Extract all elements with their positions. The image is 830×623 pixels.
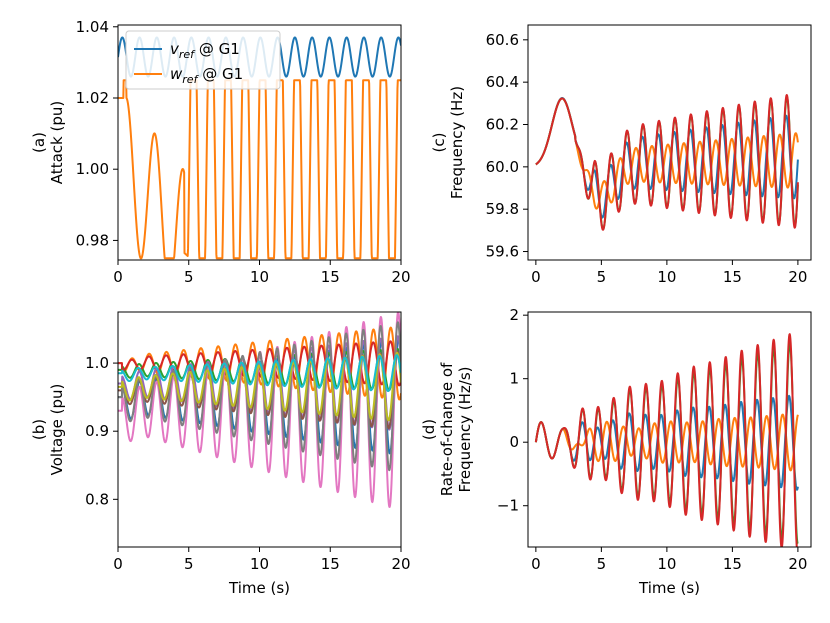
y-axis-label-line-b: Voltage (pu) [48,384,66,476]
x-tick-label-b: 5 [184,555,194,573]
axes-frame-d [527,311,812,548]
axes-frame-c [527,24,812,261]
x-tick-label-a: 10 [250,268,269,286]
legend-entry: wref @ G1 [170,65,243,86]
x-tick-label-b: 20 [391,555,410,573]
series-line-b-8 [118,321,401,472]
y-axis-label-line-d: Rate-of-change of [438,362,456,496]
y-tick-label-c: 60.2 [486,116,519,134]
y-axis-label-d: (d) Rate-of-change of Frequency (Hz/s) [420,362,474,496]
series-line-d-4 [534,333,798,547]
series-line-c-4 [535,94,799,231]
y-axis-label-line-d: (d) [420,419,438,440]
x-tick-label-a: 15 [321,268,340,286]
y-tick-label-c: 59.8 [486,200,519,218]
series-group-b [118,312,401,508]
x-axis-label-d: Time (s) [638,579,700,597]
series-line-b-10 [118,354,401,393]
y-tick-label-d: 1 [509,370,519,388]
series-group-d [534,333,799,547]
panel-a: 0 5 10 15 20 0.98 1.00 1.02 1.04 (a) Attack (pu) vr… [30,18,411,286]
y-axis-label-line-d: Frequency (Hz/s) [456,367,474,493]
panel-c: 0 5 10 15 20 59.6 59.8 60.0 60.2 60.4 60.6 (c) Frequ… [430,24,812,286]
x-tick-label-d: 20 [788,555,807,573]
x-tick-label-b: 15 [321,555,340,573]
y-axis-label-b: (b) Voltage (pu) [30,384,66,476]
y-axis-label-line-c: (c) [430,133,448,153]
x-tick-label-a: 20 [391,268,410,286]
series-line-b-4 [118,340,401,387]
panel-b: 0 5 10 15 20 0.8 0.9 1.0 Time (s) (b) Voltage (pu) [30,311,411,597]
x-tick-label-a: 5 [184,268,194,286]
y-tick-label-a: 1.00 [76,160,109,178]
y-tick-label-a: 0.98 [76,231,109,249]
y-axis-label-line-b: (b) [30,419,48,440]
legend-box [125,30,281,90]
y-tick-label-d: 0 [509,433,519,451]
y-tick-label-b: 0.8 [85,490,109,508]
y-axis-label-line-a: (a) [30,132,48,153]
series-line-c-2 [535,97,799,210]
y-tick-label-c: 59.6 [486,243,519,261]
x-tick-label-d: 5 [597,555,607,573]
series-line-b-2 [118,326,401,401]
y-tick-label-a: 1.02 [76,89,109,107]
y-tick-label-c: 60.6 [486,31,519,49]
y-tick-label-c: 60.0 [486,158,519,176]
y-tick-label-c: 60.4 [486,73,519,91]
legend-entry: vref @ G1 [170,40,240,61]
x-tick-label-c: 10 [657,268,676,286]
series-group-c [535,94,799,231]
y-axis-label-line-a: Attack (pu) [48,101,66,184]
panels: 0 5 10 15 200.981.001.021.04(a) Attack (pu)vr… [30,18,812,597]
y-tick-label-d: −1 [497,497,519,515]
y-tick-label-b: 0.9 [85,422,109,440]
x-axis-label-b: Time (s) [228,579,290,597]
x-tick-label-c: 0 [531,268,541,286]
x-tick-label-a: 0 [113,268,123,286]
x-tick-label-d: 0 [531,555,541,573]
x-tick-label-b: 10 [250,555,269,573]
x-tick-label-d: 15 [723,555,742,573]
y-tick-label-b: 1.0 [85,354,109,372]
x-tick-label-c: 15 [723,268,742,286]
panel-d: 0 5 10 15 20 −1 0 1 2 Time (s) (d) Rate-of-change o… [420,306,812,597]
y-axis-label-c: (c) Frequency (Hz) [430,86,466,199]
series-line-b-9 [118,351,401,422]
legend: vref @ G1 wref @ G1 [125,30,281,90]
y-axis-label-line-c: Frequency (Hz) [448,86,466,199]
y-tick-label-a: 1.04 [76,18,109,36]
x-tick-label-b: 0 [113,555,123,573]
x-tick-label-d: 10 [657,555,676,573]
y-tick-label-d: 2 [509,306,519,324]
x-tick-label-c: 20 [788,268,807,286]
x-tick-label-c: 5 [597,268,607,286]
y-axis-label-a: (a) Attack (pu) [30,101,66,184]
